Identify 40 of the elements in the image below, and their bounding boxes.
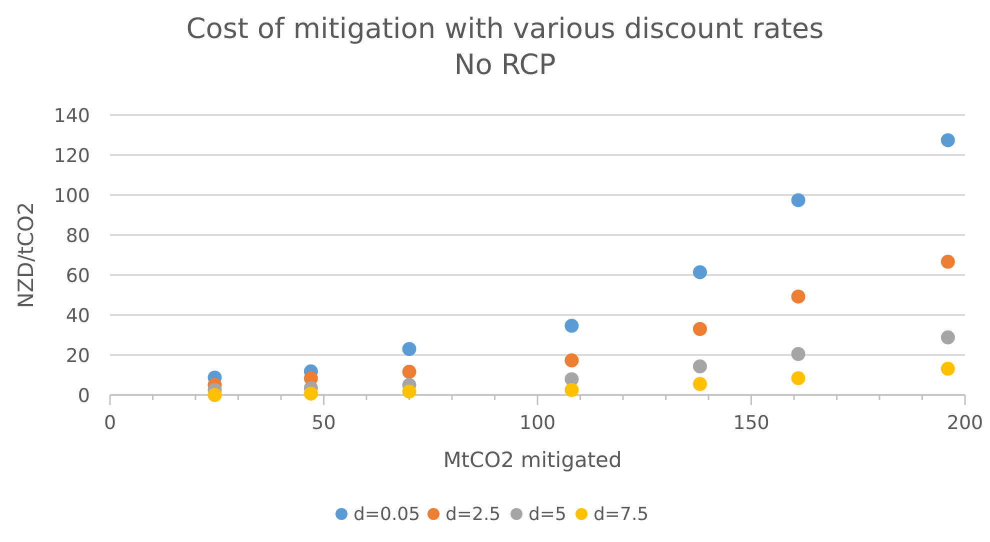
- y-tick-label: 40: [66, 305, 90, 327]
- legend-label: d=0.05: [354, 504, 420, 525]
- y-tick-label: 100: [54, 185, 90, 207]
- x-tick-label: 150: [733, 412, 770, 434]
- legend-label: d=5: [528, 504, 566, 525]
- y-tick-label: 0: [78, 385, 90, 407]
- point: [940, 254, 955, 269]
- point: [402, 364, 416, 379]
- x-tick-label: 100: [519, 412, 556, 434]
- y-axis-title: NZD/tCO2: [14, 202, 38, 308]
- y-tick-label: 140: [54, 105, 90, 127]
- y-tick-label: 80: [66, 225, 90, 247]
- point: [791, 347, 806, 361]
- y-tick-label: 20: [66, 345, 90, 367]
- y-tick-label: 60: [66, 265, 90, 287]
- point: [564, 353, 579, 368]
- point: [940, 133, 955, 148]
- legend-label: d=2.5: [446, 504, 501, 525]
- x-tick-label: 50: [312, 412, 336, 434]
- point: [692, 265, 707, 280]
- point: [692, 377, 707, 391]
- point: [940, 362, 955, 376]
- point: [564, 383, 579, 397]
- x-tick-label: 200: [946, 412, 984, 434]
- point: [791, 290, 806, 304]
- point: [791, 371, 806, 386]
- chart-title: Cost of mitigation with various discount rates No RCP: [186, 12, 824, 81]
- point: [304, 386, 318, 401]
- point: [564, 318, 579, 333]
- point: [692, 322, 707, 336]
- x-tick-label: 0: [104, 412, 116, 434]
- point: [791, 193, 806, 208]
- legend-label: d=7.5: [594, 504, 649, 525]
- point: [692, 359, 707, 374]
- point: [402, 384, 416, 399]
- x-axis-title: MtCO2 mitigated: [443, 448, 622, 472]
- point: [402, 342, 416, 356]
- y-tick-label: 120: [54, 145, 90, 167]
- point: [940, 330, 955, 344]
- point: [208, 388, 222, 402]
